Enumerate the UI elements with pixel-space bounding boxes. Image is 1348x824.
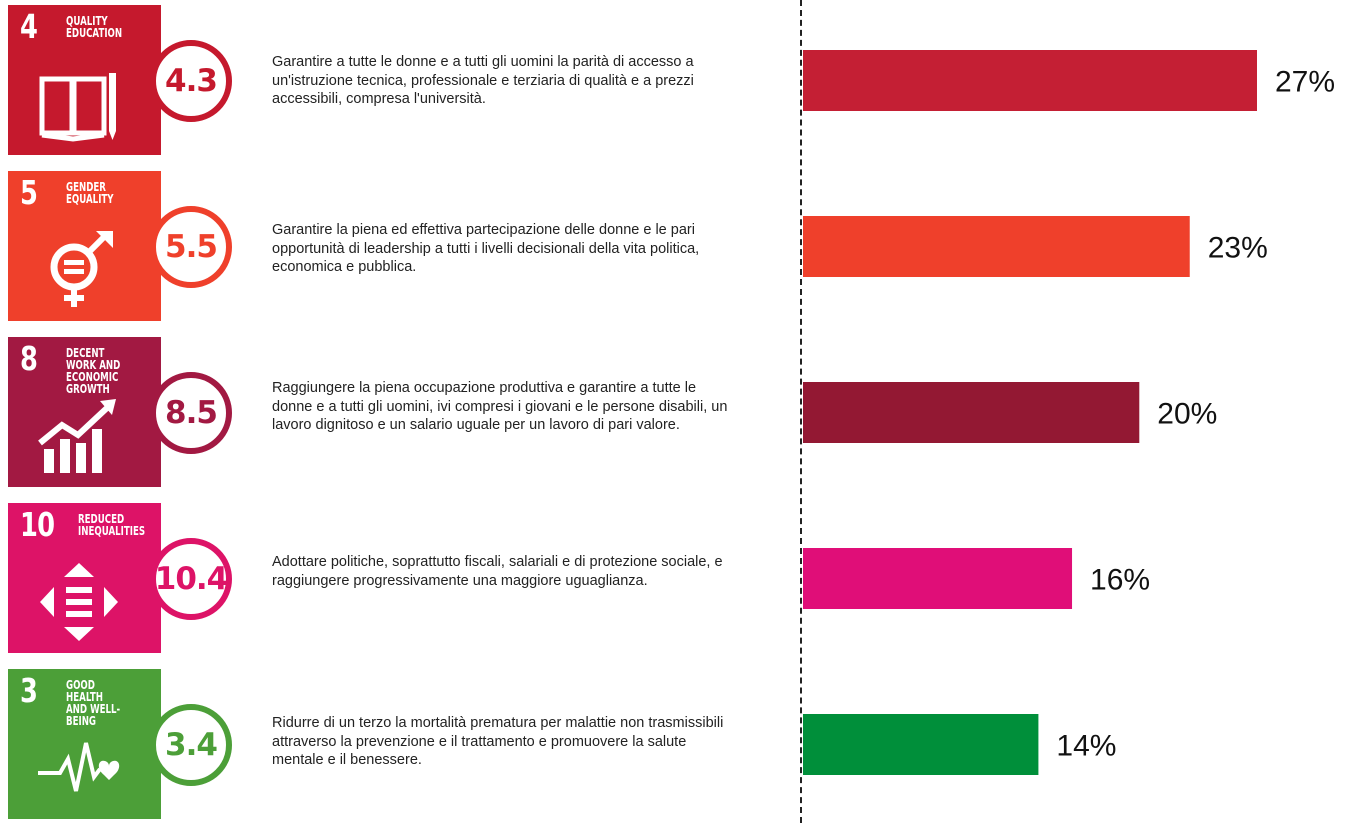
target-badge: 10.4 bbox=[150, 538, 232, 620]
goal-title: REDUCED INEQUALITIES bbox=[78, 512, 146, 538]
goal-number: 10 bbox=[20, 505, 55, 544]
target-badge: 3.4 bbox=[150, 704, 232, 786]
bar-value-label: 23% bbox=[1208, 232, 1268, 265]
goal-number: 5 bbox=[20, 173, 38, 212]
gender-equality-icon bbox=[50, 231, 113, 307]
bar bbox=[803, 382, 1140, 443]
goal-row: 10 REDUCED INEQUALITIES 10.4 Adottare po… bbox=[0, 503, 1348, 658]
book-pencil-icon bbox=[39, 73, 116, 142]
sdg-tile: 5 GENDER EQUALITY bbox=[8, 171, 161, 321]
bar bbox=[803, 714, 1039, 775]
bar-value-label: 20% bbox=[1157, 398, 1217, 431]
bar-value-label: 14% bbox=[1056, 730, 1116, 763]
target-description: Raggiungere la piena occupazione produtt… bbox=[272, 380, 728, 433]
sdg-tile: 8 DECENT WORK AND ECONOMIC GROWTH bbox=[8, 337, 161, 487]
bar bbox=[803, 216, 1190, 277]
goal-row: 4 QUALITY EDUCATION 4.3 Garantire a tutt… bbox=[0, 5, 1348, 160]
sdg-tile: 10 REDUCED INEQUALITIES bbox=[8, 503, 161, 653]
goal-title: GOOD HEALTH AND WELL-BEING bbox=[66, 678, 121, 728]
sdg-tile: 4 QUALITY EDUCATION bbox=[8, 5, 161, 155]
goal-number: 3 bbox=[20, 671, 38, 710]
goal-title: GENDER EQUALITY bbox=[66, 180, 114, 206]
goal-row: 5 GENDER EQUALITY 5.5 Garantire la piena… bbox=[0, 171, 1348, 326]
target-badge: 4.3 bbox=[150, 40, 232, 122]
goal-row: 8 DECENT WORK AND ECONOMIC GROWTH 8.5 Ra… bbox=[0, 337, 1348, 492]
target-description: Garantire a tutte le donne e a tutti gli… bbox=[272, 54, 694, 107]
target-description: Adottare politiche, soprattutto fiscali,… bbox=[272, 554, 723, 589]
goal-title: QUALITY EDUCATION bbox=[66, 14, 123, 40]
reduced-inequalities-icon bbox=[40, 563, 118, 641]
goal-number: 8 bbox=[20, 339, 38, 378]
bar-value-label: 27% bbox=[1275, 66, 1335, 99]
goal-number: 4 bbox=[20, 7, 38, 46]
target-description: Ridurre di un terzo la mortalità prematu… bbox=[272, 715, 724, 768]
dashed-divider bbox=[800, 0, 802, 823]
bar-value-label: 16% bbox=[1090, 564, 1150, 597]
target-badge: 8.5 bbox=[150, 372, 232, 454]
target-description: Garantire la piena ed effettiva partecip… bbox=[272, 222, 700, 275]
target-badge: 5.5 bbox=[150, 206, 232, 288]
heartbeat-icon bbox=[38, 742, 120, 792]
goal-title: DECENT WORK AND ECONOMIC GROWTH bbox=[66, 346, 121, 396]
goal-row: 3 GOOD HEALTH AND WELL-BEING 3.4 Ridurre… bbox=[0, 669, 1348, 824]
sdg-tile: 3 GOOD HEALTH AND WELL-BEING bbox=[8, 669, 161, 819]
bar bbox=[803, 50, 1257, 111]
growth-chart-icon bbox=[38, 399, 116, 473]
bar bbox=[803, 548, 1073, 609]
